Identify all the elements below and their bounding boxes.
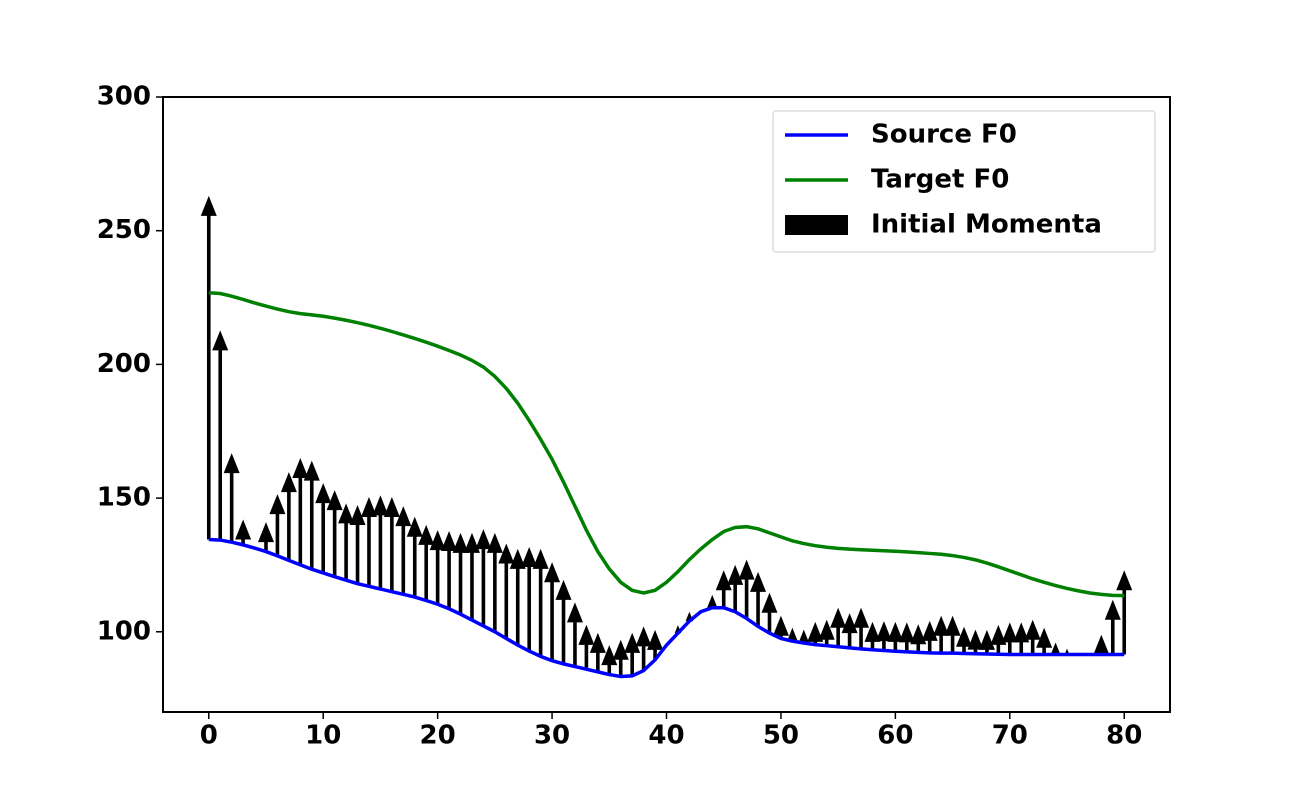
- momentum-arrow: [475, 529, 492, 626]
- momentum-arrow: [624, 632, 641, 676]
- momentum-arrow: [235, 519, 252, 545]
- momentum-arrow: [498, 543, 515, 639]
- data-line: [208, 290, 1125, 598]
- momentum-arrow: [544, 562, 561, 661]
- momentum-arrow: [1116, 570, 1133, 655]
- legend-label: Target F0: [871, 165, 1009, 195]
- legend-label: Initial Momenta: [871, 210, 1102, 240]
- momentum-arrow: [707, 594, 718, 608]
- x-tick-label: 20: [420, 721, 456, 751]
- momentum-arrow: [910, 624, 927, 653]
- momentum-arrow: [418, 524, 435, 601]
- momentum-arrow: [1001, 622, 1018, 655]
- y-tick-label: 250: [97, 215, 151, 245]
- momentum-arrow: [647, 629, 664, 660]
- momentum-arrow: [257, 522, 274, 552]
- momentum-arrow: [269, 494, 286, 556]
- x-tick-label: 70: [992, 721, 1028, 751]
- momentum-arrow: [1024, 619, 1041, 655]
- momentum-arrow: [772, 615, 789, 639]
- momentum-arrow: [798, 629, 810, 644]
- momentum-arrow: [395, 506, 412, 595]
- momentum-arrow: [841, 613, 858, 648]
- momentum-arrow: [452, 532, 469, 615]
- y-tick-label: 150: [97, 483, 151, 513]
- y-tick-label: 200: [97, 349, 151, 379]
- momentum-arrow: [727, 564, 744, 612]
- legend-label: Source F0: [871, 120, 1017, 150]
- momentum-arrow: [978, 629, 995, 654]
- momentum-arrow: [750, 571, 767, 627]
- x-tick-label: 80: [1106, 721, 1142, 751]
- momentum-arrow: [360, 497, 377, 587]
- momentum-arrow: [383, 497, 400, 592]
- momentum-arrow: [566, 602, 583, 667]
- momentum-arrow: [292, 457, 309, 565]
- momentum-arrow: [1036, 627, 1053, 655]
- plot-frame: [162, 96, 1171, 713]
- momentum-arrow: [521, 547, 538, 652]
- momentum-arrow: [1050, 642, 1061, 655]
- x-tick-label: 50: [763, 721, 799, 751]
- momentum-arrow: [715, 570, 732, 608]
- momentum-arrow: [1093, 634, 1110, 655]
- momentum-arrow: [406, 516, 423, 598]
- momentum-arrow: [280, 472, 297, 561]
- x-tick-label: 10: [305, 721, 341, 751]
- data-line: [208, 537, 1125, 679]
- momentum-arrow: [326, 490, 343, 577]
- momentum-arrow: [853, 607, 870, 649]
- momentum-arrow: [578, 624, 595, 670]
- momentum-arrow: [787, 627, 798, 642]
- momentum-arrow: [887, 621, 904, 652]
- momentum-arrow: [956, 626, 973, 654]
- momentum-arrow: [463, 532, 480, 621]
- x-tick-label: 30: [534, 721, 570, 751]
- momentum-arrow: [349, 505, 366, 584]
- momentum-arrow: [875, 621, 892, 651]
- momentum-arrow: [589, 632, 606, 672]
- momentum-arrow: [864, 621, 881, 650]
- momentum-arrow: [761, 592, 778, 634]
- y-tick-label: 100: [97, 616, 151, 646]
- momentum-arrow: [967, 629, 984, 654]
- momentum-arrow: [921, 620, 938, 653]
- momentum-arrow: [944, 615, 961, 654]
- momentum-arrow: [601, 645, 618, 675]
- momentum-arrow: [818, 619, 835, 646]
- momentum-arrow: [338, 503, 355, 581]
- momentum-arrow: [830, 607, 847, 647]
- momentum-arrow: [1013, 622, 1030, 655]
- momentum-arrow: [532, 548, 549, 657]
- x-tick-label: 40: [648, 721, 684, 751]
- momentum-arrow: [223, 453, 240, 543]
- x-tick-label: 0: [200, 721, 218, 751]
- momentum-arrow: [372, 495, 389, 589]
- momentum-arrow: [555, 579, 572, 664]
- momentum-arrow: [933, 615, 950, 654]
- momentum-arrow: [1104, 599, 1121, 655]
- momentum-arrow: [212, 330, 229, 541]
- momentum-arrow: [441, 530, 458, 609]
- momentum-arrow: [486, 532, 503, 632]
- legend-box: [772, 110, 1156, 253]
- momentum-arrow: [807, 621, 824, 645]
- momentum-arrow: [635, 626, 652, 671]
- momentum-arrow: [315, 483, 332, 573]
- momentum-arrow: [303, 460, 320, 570]
- momentum-arrow: [200, 195, 217, 540]
- momentum-arrow: [612, 639, 629, 677]
- momentum-arrow: [990, 624, 1007, 655]
- momentum-arrow: [429, 530, 446, 605]
- x-tick-label: 60: [877, 721, 913, 751]
- momentum-arrow: [738, 559, 755, 619]
- momentum-arrow: [898, 622, 915, 652]
- momentum-arrow: [509, 548, 526, 646]
- y-tick-label: 300: [97, 82, 151, 112]
- legend-swatch: [785, 215, 848, 235]
